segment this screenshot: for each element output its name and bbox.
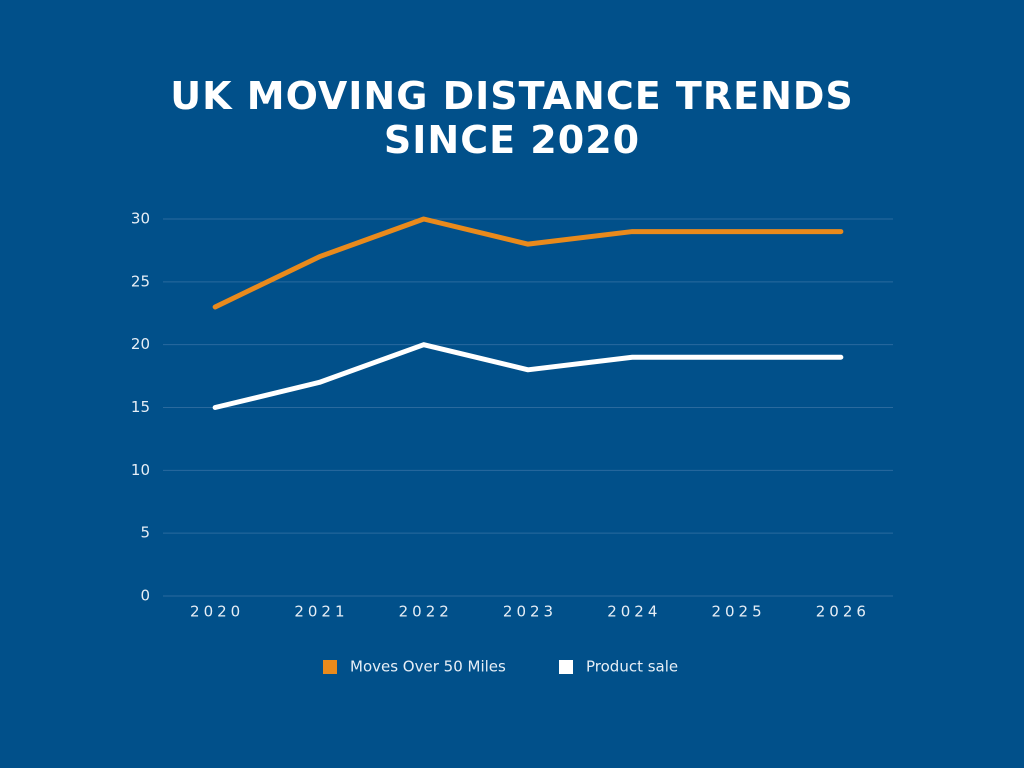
y-tick-label: 0 — [140, 587, 150, 605]
y-tick-label: 5 — [140, 524, 150, 542]
legend-label: Moves Over 50 Miles — [350, 658, 506, 676]
series-line — [212, 342, 844, 410]
y-tick-label: 10 — [131, 461, 150, 479]
y-tick-label: 30 — [131, 210, 150, 228]
x-tick-label: 2021 — [294, 603, 348, 621]
x-tick-label: 2023 — [503, 603, 557, 621]
x-tick-label: 2025 — [711, 603, 765, 621]
x-tick-label: 2024 — [607, 603, 661, 621]
legend-label: Product sale — [586, 658, 678, 676]
y-tick-label: 25 — [131, 272, 150, 290]
legend-swatch — [559, 660, 573, 674]
x-tick-label: 2020 — [190, 603, 244, 621]
chart-title: UK MOVING DISTANCE TRENDS SINCE 2020 — [170, 74, 854, 162]
series-line — [212, 216, 844, 310]
x-tick-label: 2022 — [399, 603, 453, 621]
y-tick-label: 15 — [131, 398, 150, 416]
legend-swatch — [323, 660, 337, 674]
y-tick-label: 20 — [131, 335, 150, 353]
x-tick-label: 2026 — [816, 603, 870, 621]
